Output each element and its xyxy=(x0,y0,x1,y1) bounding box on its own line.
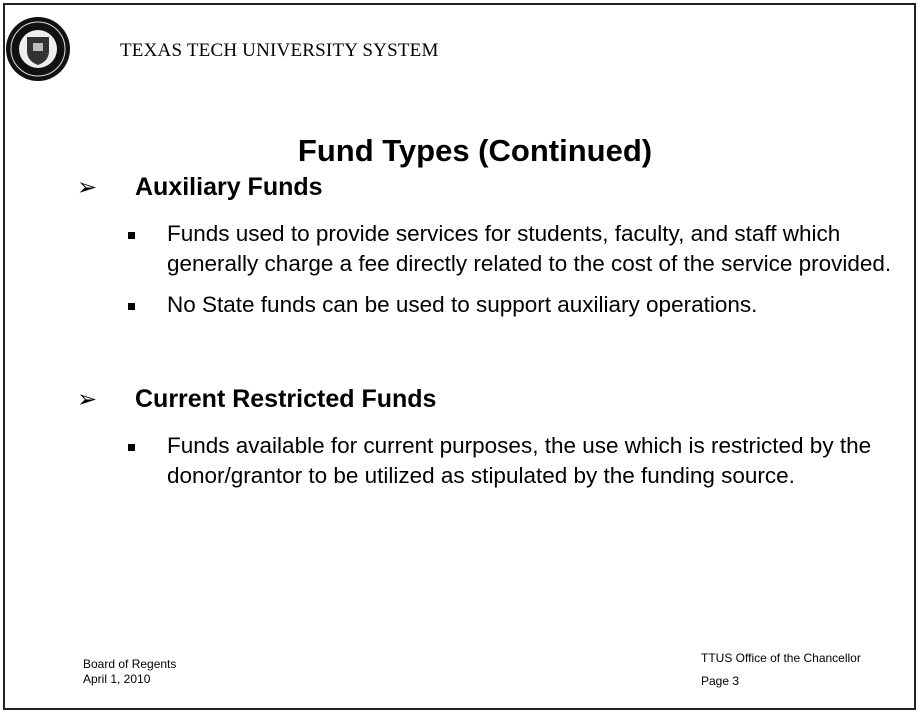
section: ➢ Current Restricted Funds Funds availabl… xyxy=(77,385,897,502)
bullet-list: Funds available for current purposes, th… xyxy=(77,431,897,491)
bullet-text: Funds used to provide services for stude… xyxy=(167,221,892,276)
bullet-text: Funds available for current purposes, th… xyxy=(167,433,872,488)
footer-left: Board of Regents April 1, 2010 xyxy=(83,657,176,687)
organization-name: TEXAS TECH UNIVERSITY SYSTEM xyxy=(120,40,439,61)
footer-text: TTUS Office of the Chancellor xyxy=(701,651,861,665)
footer-text: Page 3 xyxy=(701,674,740,688)
slide: TEXAS TECH UNIVERSITY SYSTEM Fund Types … xyxy=(3,3,916,710)
bullet: No State funds can be used to support au… xyxy=(77,290,907,320)
footer-text: Board of Regents xyxy=(83,657,177,671)
bullet: Funds available for current purposes, th… xyxy=(77,431,907,491)
footer-right: TTUS Office of the Chancellor Page 3 xyxy=(701,651,861,689)
bullet-list: Funds used to provide services for stude… xyxy=(77,219,897,320)
heading-text: Auxiliary Funds xyxy=(135,173,323,201)
slide-title: Fund Types (Continued) xyxy=(297,133,653,168)
section-heading: ➢ Auxiliary Funds xyxy=(77,173,323,201)
bullet-text: No State funds can be used to support au… xyxy=(167,292,758,317)
heading-text: Current Restricted Funds xyxy=(135,385,437,413)
university-seal xyxy=(6,17,70,81)
section-heading: ➢ Current Restricted Funds xyxy=(77,385,437,413)
bullet: Funds used to provide services for stude… xyxy=(77,219,907,279)
section: ➢ Auxiliary Funds Funds used to provide s… xyxy=(77,173,897,331)
footer-text: April 1, 2010 xyxy=(83,672,151,686)
